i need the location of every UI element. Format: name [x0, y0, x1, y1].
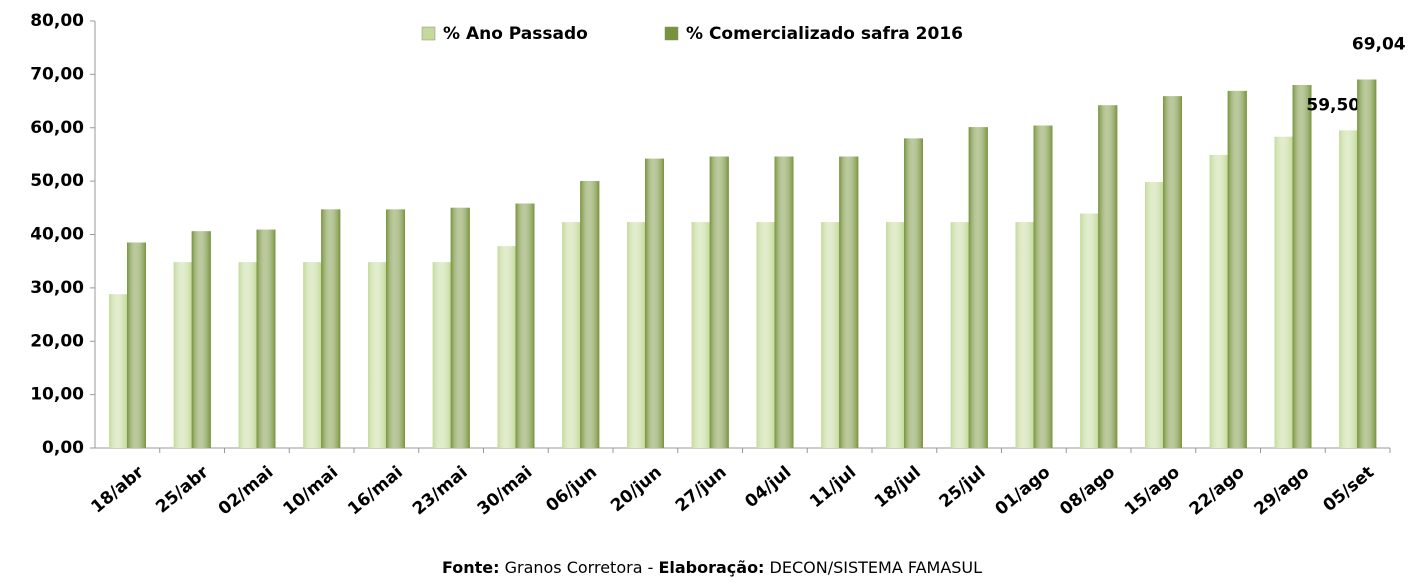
bar-shine [303, 262, 322, 448]
value-label: 69,04 [1352, 34, 1406, 54]
bar-shine [1080, 213, 1099, 448]
bar-shine [709, 156, 729, 448]
bar-shine [645, 158, 664, 448]
y-tick-label: 10,00 [30, 385, 84, 405]
bar-shine [839, 156, 859, 448]
x-tick-label: 27/jun [672, 462, 731, 516]
bar-shine [1274, 136, 1293, 449]
x-tick-label: 29/ago [1251, 462, 1314, 519]
bar-shine [497, 246, 516, 448]
x-tick-label: 25/jul [936, 462, 990, 512]
x-tick-label: 20/jun [607, 462, 666, 516]
bar-shine [950, 222, 969, 448]
bar-shine [756, 222, 775, 448]
bar-shine [1209, 154, 1228, 448]
bar-shine [109, 294, 127, 448]
y-tick-label: 50,00 [30, 171, 84, 191]
bar-shine [450, 207, 470, 448]
source-part: DECON/SISTEMA FAMASUL [764, 558, 982, 577]
legend-swatch [664, 26, 679, 41]
legend-swatch [421, 26, 436, 41]
bar-shine [580, 181, 600, 448]
bar-shine [774, 156, 794, 448]
x-tick-label: 25/abr [152, 462, 213, 517]
bar-shine [1098, 105, 1118, 449]
x-tick-label: 16/mai [344, 462, 407, 519]
y-tick-label: 80,00 [30, 11, 84, 31]
x-tick-label: 15/ago [1121, 462, 1184, 519]
x-tick-label: 11/jul [806, 462, 860, 512]
x-tick-label: 06/jun [542, 462, 601, 516]
bar-shine [127, 242, 146, 448]
bar-shine [321, 209, 341, 448]
bar-shine [515, 203, 535, 448]
bar-shine [1145, 182, 1163, 448]
bar-shine [1292, 85, 1312, 449]
bar-shine [627, 222, 645, 448]
bar-shine [173, 262, 192, 448]
y-tick-label: 70,00 [30, 64, 84, 84]
bar-shine [238, 262, 257, 448]
y-tick-label: 20,00 [30, 331, 84, 351]
bar-shine [368, 262, 386, 448]
bar-shine [562, 222, 581, 448]
bar-shine [191, 231, 211, 448]
x-tick-label: 08/ago [1056, 462, 1119, 519]
bar-shine [1227, 90, 1247, 448]
source-part: Elaboração: [658, 558, 764, 577]
x-tick-label: 01/ago [992, 462, 1055, 519]
bar-shine [1339, 130, 1358, 448]
x-tick-label: 04/jul [741, 462, 795, 512]
bar-shine [1163, 96, 1182, 448]
legend-label: % Ano Passado [443, 24, 588, 44]
bar-shine [1357, 79, 1377, 449]
x-tick-label: 02/mai [215, 462, 278, 519]
bar-shine [432, 262, 451, 448]
bar-shine [904, 138, 923, 449]
bar-shine [1033, 125, 1053, 449]
source: Fonte: Granos Corretora - Elaboração: DE… [442, 558, 982, 577]
bar-shine [256, 229, 276, 448]
source-part: Fonte: [442, 558, 500, 577]
x-tick-label: 30/mai [474, 462, 537, 519]
x-tick-label: 18/abr [88, 462, 149, 517]
bar-shine [886, 222, 904, 448]
x-tick-label: 18/jul [871, 462, 925, 512]
bar-shine [968, 127, 988, 448]
source-part: Granos Corretora - [500, 558, 659, 577]
y-tick-label: 0,00 [42, 438, 84, 458]
y-tick-label: 30,00 [30, 278, 84, 298]
y-tick-label: 40,00 [30, 225, 84, 245]
x-tick-label: 23/mai [409, 462, 472, 519]
x-tick-label: 10/mai [279, 462, 342, 519]
bar-shine [821, 222, 840, 448]
bar-shine [386, 209, 405, 448]
bar-shine [691, 222, 710, 448]
bar-shine [1015, 222, 1034, 448]
x-tick-label: 22/ago [1186, 462, 1249, 519]
value-label: 59,50 [1306, 95, 1360, 115]
y-tick-label: 60,00 [30, 118, 84, 138]
legend-label: % Comercializado safra 2016 [686, 24, 963, 44]
x-tick-label: 05/set [1319, 462, 1378, 516]
